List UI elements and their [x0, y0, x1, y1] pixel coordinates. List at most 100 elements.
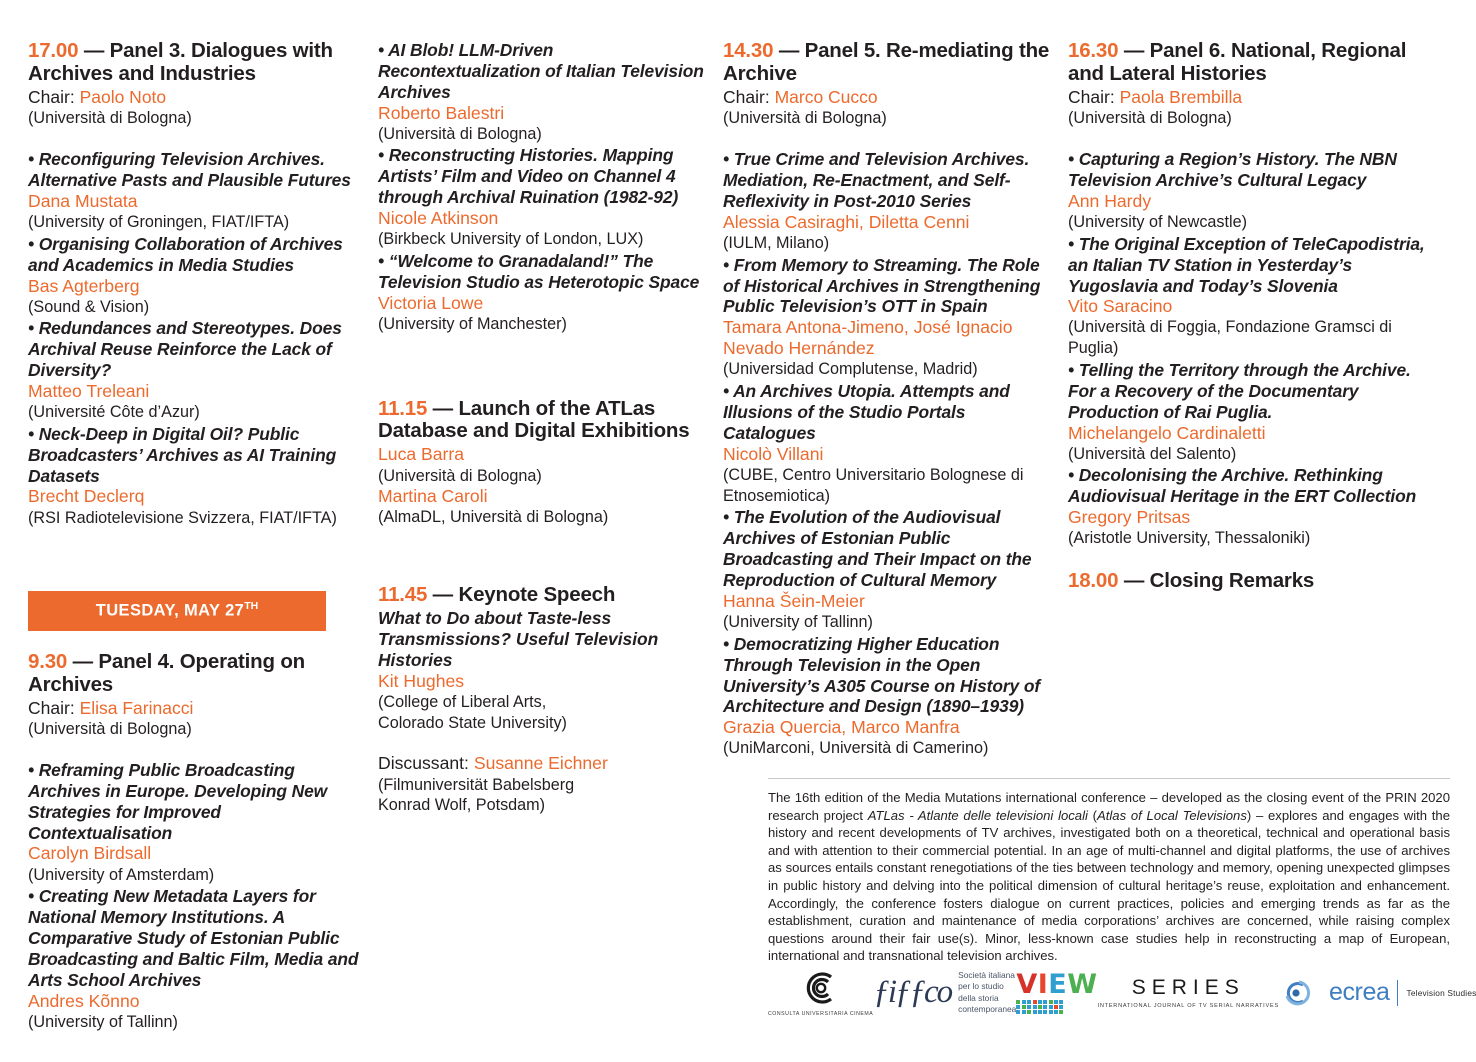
chair-label: Chair:	[1068, 86, 1115, 107]
paper-authors: Brecht Declerq	[28, 486, 145, 507]
paper-authors: Andres Kõnno	[28, 990, 140, 1011]
programme-columns: 17.00 — Panel 3. Dialogues with Archives…	[28, 39, 1448, 1052]
paper-title: • Neck-Deep in Digital Oil? Public Broad…	[28, 423, 337, 486]
paper-title: • True Crime and Television Archives. Me…	[723, 149, 1030, 211]
chair-line: Chair: Paola Brembilla	[1068, 87, 1432, 109]
series-wordmark: SERIES	[1131, 976, 1245, 999]
spacer	[723, 129, 1054, 149]
session-title: Panel 5. Re-mediating the Archive	[723, 39, 1050, 85]
paper-authors: Nicolò Villani	[723, 443, 824, 464]
paper-title: • Capturing a Region’s History. The NBN …	[1068, 149, 1397, 191]
chair-name: Marco Cucco	[774, 86, 878, 107]
paper-authors: Victoria Lowe	[378, 292, 484, 313]
spacer	[1068, 129, 1432, 149]
paper-affiliation: (University of Tallinn)	[723, 613, 873, 632]
paper-entry: • The Evolution of the Audiovisual Archi…	[723, 507, 1054, 632]
column-4: 16.30 — Panel 6. National, Regional and …	[1068, 39, 1436, 594]
keynote-subtitle: What to Do about Taste-less Transmission…	[378, 608, 659, 670]
consulta-universitaria-cinema-logo: CONSULTA UNIVERSITARIA CINEMA	[768, 968, 873, 1017]
paper-title: • The Original Exception of TeleCapodist…	[1068, 233, 1425, 296]
paper-affiliation: (UniMarconi, Università di Camerino)	[723, 739, 989, 758]
paper-title: • Reconstructing Histories. Mapping Arti…	[378, 145, 679, 208]
paper-entry: • Reconstructing Histories. Mapping Arti…	[378, 145, 705, 249]
paper-entry: • “Welcome to Granadaland!” The Televisi…	[378, 251, 705, 335]
session-dash: —	[778, 39, 800, 62]
paper-affiliation: (RSI Radiotelevisione Svizzera, FIAT/IFT…	[28, 508, 337, 527]
paper-authors: Dana Mustata	[28, 190, 138, 211]
session-title: Closing Remarks	[1149, 569, 1315, 593]
session-time: 11.15	[378, 396, 428, 420]
ecrea-logo: ecrea Television Studies	[1279, 978, 1476, 1008]
paper-authors: Carolyn Birdsall	[28, 843, 152, 864]
sponsor-logo-row: CONSULTA UNIVERSITARIA CINEMA ƒiƒƒco Soc…	[768, 968, 1476, 1017]
description-italic-1: ATLas - Atlante delle televisioni locali	[867, 807, 1088, 823]
ecrea-wordmark: ecrea	[1328, 978, 1390, 1006]
ecrea-swirl-icon	[1285, 980, 1310, 1005]
session-time: 18.00	[1068, 569, 1119, 593]
column-1: 17.00 — Panel 3. Dialogues with Archives…	[28, 39, 378, 1034]
paper-entry: • From Memory to Streaming. The Role of …	[723, 255, 1054, 381]
sissco-logo: ƒiƒƒco Società italiana per lo studio de…	[873, 970, 1016, 1014]
consulta-c-mark-icon	[806, 972, 832, 1004]
chair-name: Elisa Farinacci	[79, 697, 194, 718]
paper-entry: • Organising Collaboration of Archives a…	[28, 234, 362, 318]
session-heading: 11.15 — Launch of the ATLas Database and…	[378, 396, 705, 444]
paper-affiliation: (Université Côte d’Azur)	[28, 403, 200, 422]
paper-entry: • Capturing a Region’s History. The NBN …	[1068, 149, 1432, 233]
column-3: 14.30 — Panel 5. Re-mediating the Archiv…	[723, 39, 1068, 760]
description-part-1: The 16th edition of the Media Mutations …	[768, 790, 1450, 823]
paper-authors: Roberto Balestri	[378, 102, 505, 123]
chair-label: Chair:	[723, 86, 770, 107]
session-dash: —	[432, 396, 454, 420]
paper-title: • Redundances and Stereotypes. Does Arch…	[28, 318, 342, 381]
footer-zone: The 16th edition of the Media Mutations …	[768, 778, 1450, 965]
paper-authors: Nicole Atkinson	[378, 208, 499, 229]
session-atlas-launch: 11.15 — Launch of the ATLas Database and…	[378, 396, 705, 529]
launch-person-affiliation: (AlmaDL, Università di Bologna)	[378, 508, 609, 527]
spacer	[1068, 550, 1432, 570]
session-title: Panel 4. Operating on Archives	[28, 649, 305, 696]
chair-name: Paola Brembilla	[1119, 86, 1243, 107]
paper-title: • The Evolution of the Audiovisual Archi…	[723, 507, 1032, 591]
paper-title: • An Archives Utopia. Attempts and Illus…	[723, 381, 1010, 443]
chair-line: Chair: Marco Cucco	[723, 87, 1054, 109]
session-dash: —	[83, 39, 105, 62]
session-title: Panel 6. National, Regional and Lateral …	[1068, 39, 1407, 85]
session-heading: 9.30 — Panel 4. Operating on Archives	[28, 649, 362, 697]
chair-line: Chair: Paolo Noto	[28, 87, 362, 109]
session-keynote: 11.45 — Keynote Speech What to Do about …	[378, 583, 705, 816]
session-panel-3: 17.00 — Panel 3. Dialogues with Archives…	[28, 39, 362, 528]
paper-authors: Vito Saracino	[1068, 296, 1173, 317]
paper-authors: Hanna Šein-Meier	[723, 590, 865, 611]
paper-affiliation: (Sound & Vision)	[28, 297, 150, 316]
session-closing-remarks: 18.00 — Closing Remarks	[1068, 569, 1432, 593]
day-banner-tuesday: TUESDAY, MAY 27TH	[28, 591, 326, 631]
view-pixel-grid-icon	[1016, 999, 1064, 1015]
discussant-line: Discussant: Susanne Eichner	[378, 753, 705, 774]
paper-affiliation: (Birkbeck University of London, LUX)	[378, 230, 644, 249]
session-dash: —	[432, 583, 454, 607]
spacer	[28, 129, 362, 149]
conference-description: The 16th edition of the Media Mutations …	[768, 789, 1450, 965]
day-banner-ordinal: TH	[244, 600, 259, 613]
chair-label: Chair:	[28, 697, 75, 718]
ecrea-divider	[1397, 979, 1399, 1006]
view-journal-logo: VIEW	[1016, 971, 1097, 1015]
paper-entry: • Reconfiguring Television Archives. Alt…	[28, 149, 362, 233]
paper-authors: Tamara Antona-Jimeno, José Ignacio Nevad…	[723, 317, 1013, 359]
paper-authors: Grazia Quercia, Marco Manfra	[723, 717, 960, 738]
discussant-name: Susanne Eichner	[473, 753, 608, 774]
session-heading: 17.00 — Panel 3. Dialogues with Archives…	[28, 39, 362, 86]
chair-line: Chair: Elisa Farinacci	[28, 698, 362, 720]
day-banner-text: TUESDAY, MAY 27	[95, 601, 245, 620]
session-heading: 16.30 — Panel 6. National, Regional and …	[1068, 39, 1432, 86]
paper-entry: • An Archives Utopia. Attempts and Illus…	[723, 381, 1054, 506]
paper-title: • Democratizing Higher Education Through…	[723, 633, 1041, 717]
session-time: 9.30	[28, 649, 68, 673]
spacer	[378, 336, 705, 398]
ecrea-section-label: Television Studies	[1406, 987, 1476, 998]
sissco-line-4: contemporanea	[958, 1003, 1017, 1014]
paper-entry: • True Crime and Television Archives. Me…	[723, 149, 1054, 253]
session-title: Keynote Speech	[458, 583, 616, 607]
